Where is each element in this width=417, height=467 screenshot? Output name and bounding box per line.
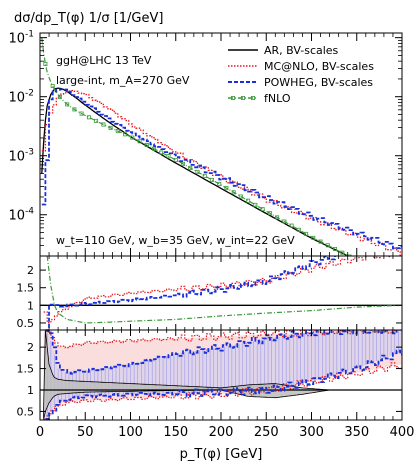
- ratio-line-2: [45, 256, 347, 330]
- legend-label: fNLO: [264, 92, 291, 105]
- fnlo-marker: [50, 84, 55, 89]
- panel-ratio: 2 1.5 1 0.5: [17, 255, 403, 331]
- x-tick-label: 250: [254, 425, 279, 440]
- fnlo-marker: [159, 150, 164, 155]
- legend: AR, BV-scales MC@NLO, BV-scales POWHEG, BV…: [228, 44, 374, 105]
- ratio-line-4: [45, 349, 402, 420]
- fnlo-marker: [318, 239, 323, 244]
- fnlo-marker: [282, 219, 287, 224]
- y-tick-label: 10-3: [8, 148, 34, 165]
- y-tick-label: 1: [27, 299, 34, 312]
- fnlo-marker: [180, 161, 185, 166]
- fnlo-marker: [65, 102, 70, 107]
- fnlo-marker: [340, 250, 345, 255]
- legend-label: AR, BV-scales: [264, 44, 339, 57]
- fnlo-marker: [296, 227, 301, 232]
- ratio-line-2: [43, 362, 402, 420]
- fnlo-marker: [57, 94, 62, 99]
- fnlo-marker: [173, 157, 178, 162]
- fnlo-marker: [304, 231, 309, 236]
- fnlo-marker: [79, 111, 84, 116]
- fnlo-marker: [94, 118, 99, 123]
- fnlo-marker: [267, 211, 272, 216]
- y-tick-label: 2: [27, 264, 34, 277]
- x-tick-label: 0: [36, 425, 44, 440]
- y-tick-label: 1.5: [17, 282, 35, 295]
- y-tick-label: 1: [27, 384, 34, 397]
- fnlo-marker: [311, 235, 316, 240]
- fnlo-marker: [362, 262, 365, 265]
- fnlo-marker: [289, 223, 294, 228]
- uncertainty-band-1: [45, 330, 402, 420]
- ratio-line-3: [46, 256, 402, 324]
- series-line-2: [41, 88, 402, 250]
- ratio-line-3: [45, 330, 402, 375]
- y-tick-label: 1.5: [17, 363, 35, 376]
- fnlo-marker: [238, 194, 243, 199]
- chart-title: dσ/dp_T(φ) 1/σ [1/GeV]: [14, 11, 163, 26]
- fnlo-marker: [209, 177, 214, 182]
- fnlo-marker: [384, 273, 387, 276]
- panel-distribution: 10-1 10-2 10-3 10-4 ggH@LHC 13 TeV large-in…: [8, 30, 403, 283]
- fnlo-marker: [115, 129, 120, 134]
- fnlo-marker: [377, 269, 380, 272]
- annotation-widths: w_t=110 GeV, w_b=35 GeV, w_int=22 GeV: [56, 234, 295, 247]
- fnlo-marker: [166, 154, 171, 159]
- fnlo-marker: [325, 243, 330, 248]
- fnlo-marker: [130, 135, 135, 140]
- legend-label: MC@NLO, BV-scales: [264, 60, 374, 73]
- fnlo-marker: [43, 62, 48, 67]
- fnlo-marker: [370, 266, 373, 269]
- fnlo-marker: [231, 190, 236, 195]
- ratio-line-1: [43, 330, 402, 349]
- y-tick-label: 10-2: [8, 89, 34, 106]
- fnlo-marker: [108, 125, 113, 130]
- panel-frame-ratio: [39, 255, 403, 331]
- fnlo-marker: [195, 169, 200, 174]
- y-tick-label: 0.5: [17, 405, 35, 418]
- fnlo-marker: [275, 215, 280, 220]
- fnlo-marker: [188, 165, 193, 170]
- fnlo-marker: [399, 280, 402, 283]
- fnlo-marker: [347, 254, 352, 256]
- y-tick-label: 10-4: [8, 207, 34, 224]
- fnlo-marker: [332, 246, 337, 251]
- x-tick-label: 350: [344, 425, 369, 440]
- fnlo-marker: [123, 132, 128, 137]
- annotation-scenario: large-int, m_A=270 GeV: [56, 74, 190, 87]
- fnlo-marker: [144, 142, 149, 147]
- fnlo-marker: [246, 198, 251, 203]
- x-tick-label: 100: [118, 425, 143, 440]
- panel-uncertainty: 2 1.5 1 0.5: [17, 329, 403, 421]
- series-line-0: [41, 87, 350, 256]
- fnlo-marker: [217, 181, 222, 186]
- fnlo-marker: [260, 207, 265, 212]
- x-tick-label: 200: [209, 425, 234, 440]
- ratio-line-1: [43, 256, 392, 324]
- y-tick-label: 10-1: [8, 30, 34, 47]
- fnlo-marker: [72, 107, 77, 112]
- x-tick-label: 50: [77, 425, 94, 440]
- x-tick-label: 300: [299, 425, 324, 440]
- fnlo-marker: [391, 276, 394, 279]
- fnlo-marker: [253, 202, 258, 207]
- legend-label: POWHEG, BV-scales: [264, 76, 373, 89]
- annotation-process: ggH@LHC 13 TeV: [56, 54, 152, 67]
- y-tick-label: 2: [27, 341, 34, 354]
- fnlo-marker: [151, 146, 156, 151]
- fnlo-marker: [224, 186, 229, 191]
- x-tick-label: 400: [390, 425, 415, 440]
- series-line-1: [41, 89, 402, 256]
- y-tick-label: 0.5: [17, 317, 35, 330]
- x-axis-label: p_T(φ) [GeV]: [180, 447, 263, 462]
- fnlo-marker: [202, 173, 207, 178]
- fnlo-marker: [86, 115, 91, 120]
- x-axis: 0 50 100 150 200 250 300 350 400: [36, 33, 415, 440]
- fnlo-marker: [101, 122, 106, 127]
- x-tick-label: 150: [163, 425, 188, 440]
- fnlo-marker: [137, 139, 142, 144]
